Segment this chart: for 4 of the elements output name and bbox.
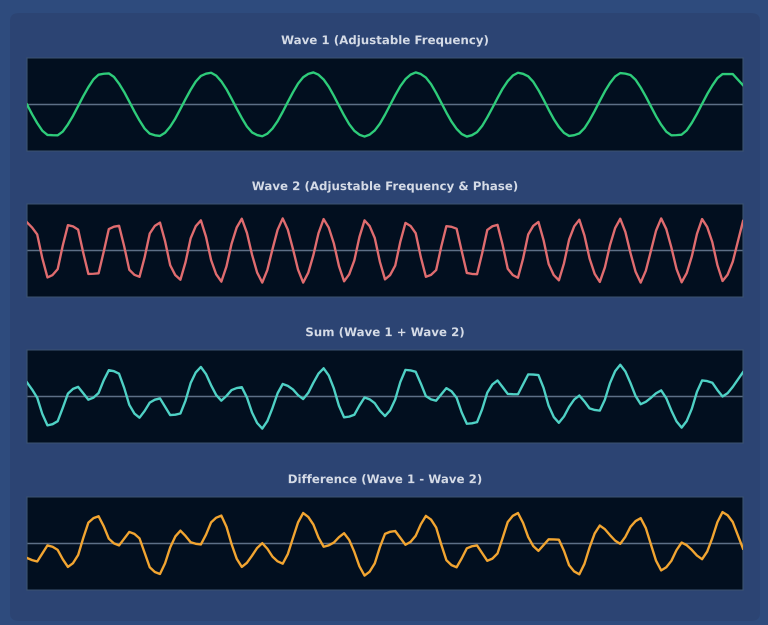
chart-title: Difference (Wave 1 - Wave 2) [288,474,482,485]
chart-title: Wave 1 (Adjustable Frequency) [281,35,488,47]
chart-title: Wave 2 (Adjustable Frequency & Phase) [252,181,518,193]
chart-title: Sum (Wave 1 + Wave 2) [306,327,464,338]
